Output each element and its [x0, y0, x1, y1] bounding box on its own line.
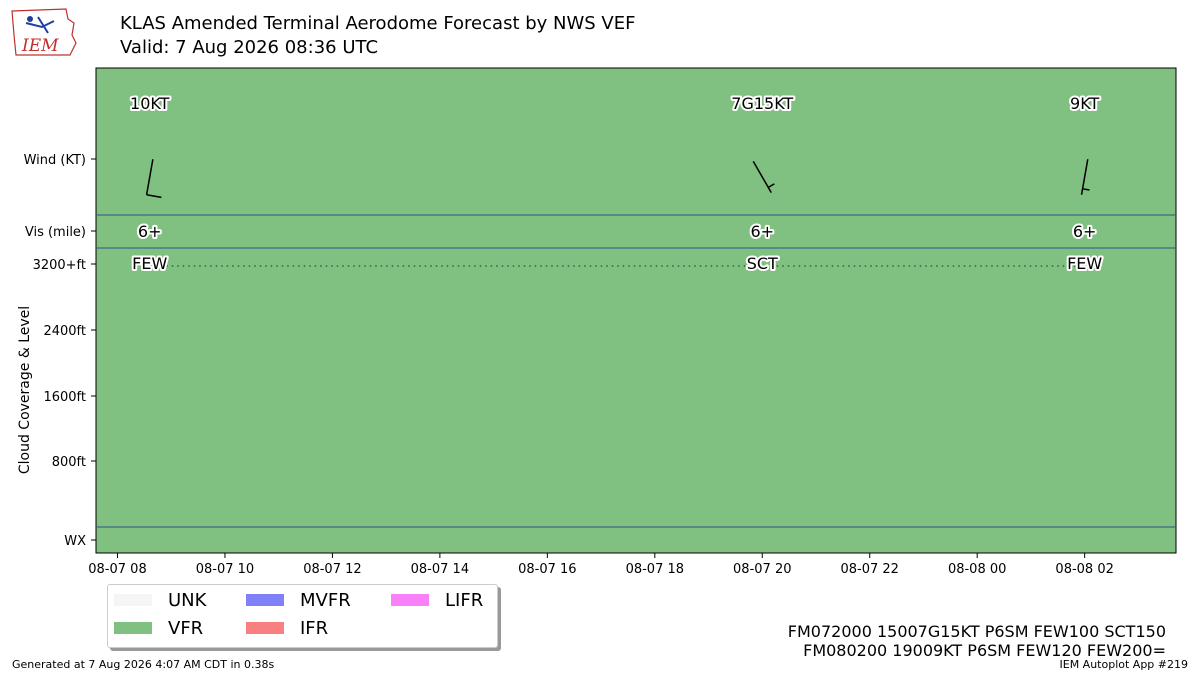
svg-text:6+: 6+ — [1073, 222, 1097, 241]
svg-text:SCT: SCT — [747, 254, 778, 273]
svg-text:FEW: FEW — [1067, 254, 1102, 273]
x-tick-label: 08-07 08 — [88, 562, 146, 577]
y-axis-title: Cloud Coverage & Level — [17, 306, 33, 474]
svg-text:6+: 6+ — [750, 222, 774, 241]
legend-item-vfr: VFR — [114, 617, 203, 639]
y-label-1600: 1600ft — [43, 390, 86, 405]
legend-swatch — [114, 594, 152, 606]
y-label-2400: 2400ft — [43, 324, 86, 339]
svg-text:7G15KT: 7G15KT — [731, 94, 793, 113]
visibility-label: 6+6+ — [748, 220, 776, 243]
chart-subtitle: Valid: 7 Aug 2026 08:36 UTC — [120, 37, 379, 58]
app-id: IEM Autoplot App #219 — [1059, 658, 1189, 671]
raw-taf-line: FM072000 15007G15KT P6SM FEW100 SCT150 — [787, 622, 1166, 641]
svg-text:6+: 6+ — [750, 222, 774, 241]
x-tick-label: 08-07 22 — [841, 562, 899, 577]
svg-text:6+: 6+ — [138, 222, 162, 241]
legend-label: LIFR — [445, 589, 484, 611]
legend-swatch — [391, 594, 429, 606]
visibility-label: 6+6+ — [136, 220, 164, 243]
legend-swatch — [246, 594, 284, 606]
svg-text:FEW: FEW — [1067, 254, 1102, 273]
wind-barb — [1080, 159, 1090, 195]
iem-logo: IEM — [11, 8, 77, 56]
svg-text:10KT: 10KT — [130, 94, 170, 113]
x-tick-label: 08-07 18 — [626, 562, 684, 577]
svg-text:FEW: FEW — [132, 254, 167, 273]
legend-item-ifr: IFR — [246, 617, 328, 639]
visibility-label: 6+6+ — [1071, 220, 1099, 243]
wind-barb — [145, 159, 162, 199]
x-tick-label: 08-07 12 — [303, 562, 361, 577]
x-tick-label: 08-07 10 — [196, 562, 254, 577]
wind-barb — [752, 161, 775, 193]
legend-swatch — [246, 622, 284, 634]
x-tick-label: 08-08 02 — [1055, 562, 1113, 577]
legend-swatch — [114, 622, 152, 634]
x-tick-label: 08-07 14 — [411, 562, 469, 577]
legend-item-lifr: LIFR — [391, 589, 483, 611]
svg-text:6+: 6+ — [1073, 222, 1097, 241]
logo-text: IEM — [21, 36, 59, 56]
svg-text:FEW: FEW — [132, 254, 167, 273]
svg-text:7G15KT: 7G15KT — [731, 94, 793, 113]
x-tick-label: 08-08 00 — [948, 562, 1006, 577]
y-label-vis: Vis (mile) — [25, 225, 86, 240]
legend-label: MVFR — [300, 589, 351, 611]
svg-text:SCT: SCT — [747, 254, 778, 273]
y-label-wind: Wind (KT) — [24, 153, 86, 168]
legend-label: VFR — [168, 617, 204, 639]
y-label-wx: WX — [64, 534, 86, 549]
legend-item-unk: UNK — [114, 589, 206, 611]
svg-text:9KT: 9KT — [1070, 94, 1099, 113]
svg-text:10KT: 10KT — [130, 94, 170, 113]
legend-item-mvfr: MVFR — [246, 589, 351, 611]
legend-label: IFR — [300, 617, 329, 639]
legend-label: UNK — [168, 589, 207, 611]
x-tick-label: 08-07 16 — [518, 562, 576, 577]
x-tick-label: 08-07 20 — [733, 562, 791, 577]
y-label-800: 800ft — [52, 455, 86, 470]
chart-title: KLAS Amended Terminal Aerodome Forecast … — [120, 13, 636, 34]
svg-text:6+: 6+ — [138, 222, 162, 241]
svg-text:9KT: 9KT — [1070, 94, 1099, 113]
plot-area-vfr — [95, 67, 1177, 554]
y-label-3200: 3200+ft — [33, 258, 86, 273]
generated-note: Generated at 7 Aug 2026 4:07 AM CDT in 0… — [12, 658, 275, 671]
legend: UNK VFR MVFR IFR LIFR — [107, 584, 498, 648]
raw-taf-line: FM080200 19009KT P6SM FEW120 FEW200= — [803, 641, 1166, 660]
